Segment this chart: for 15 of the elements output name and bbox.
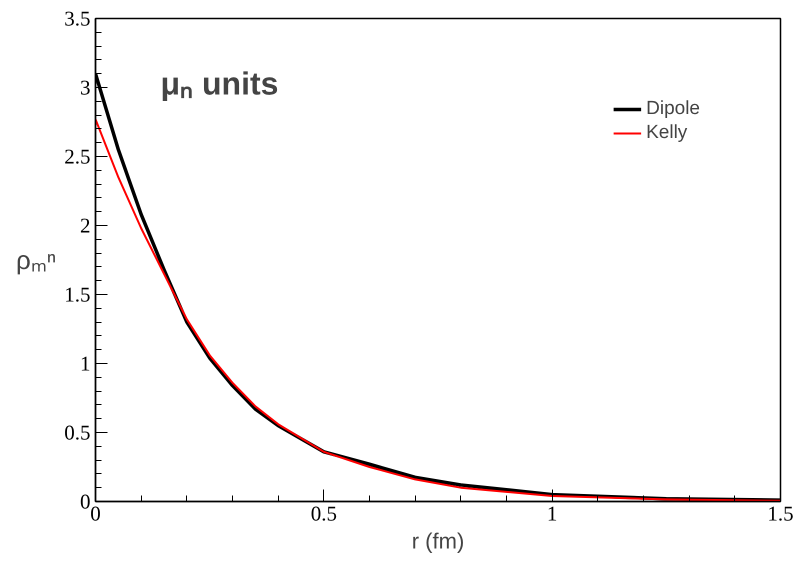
legend-label: Dipole	[646, 98, 700, 120]
x-tick-label: 1.5	[767, 502, 794, 526]
y-axis-title: ρₘⁿ	[16, 245, 56, 275]
legend-label: Kelly	[646, 122, 688, 144]
y-tick-label: 1.5	[64, 282, 90, 306]
y-tick-label: 2	[80, 214, 90, 238]
x-axis-title: r (fm)	[412, 528, 464, 554]
y-tick-label: 0.5	[64, 420, 90, 444]
y-tick-label: 2.5	[64, 144, 90, 168]
y-tick-label: 3	[80, 76, 90, 100]
y-tick-label: 1	[80, 352, 90, 376]
x-tick-label: 1	[546, 502, 558, 526]
annotation: μₙ units	[160, 66, 278, 102]
x-tick-label: 0.5	[310, 502, 337, 526]
y-tick-label: 3.5	[64, 6, 90, 30]
